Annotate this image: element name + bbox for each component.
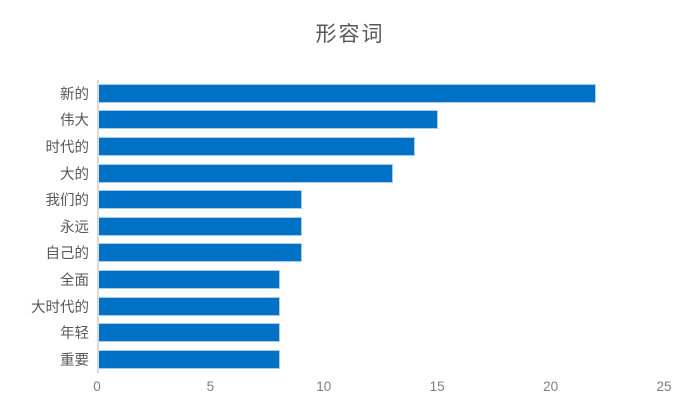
category-label: 大的 bbox=[60, 166, 89, 183]
category-label: 永远 bbox=[60, 219, 89, 236]
x-tick-label: 5 bbox=[206, 378, 215, 394]
bar[interactable] bbox=[99, 83, 597, 103]
x-tick-label: 0 bbox=[93, 378, 101, 394]
category-label: 重要 bbox=[60, 352, 89, 369]
bar-track bbox=[97, 80, 664, 107]
bar-row: 年轻 bbox=[0, 319, 700, 346]
bar-track bbox=[97, 292, 664, 320]
bar-track bbox=[97, 106, 664, 134]
bar[interactable] bbox=[99, 349, 280, 369]
bar-row: 重要 bbox=[0, 345, 700, 373]
bar-track bbox=[97, 319, 664, 346]
category-label: 大时代的 bbox=[31, 299, 89, 316]
bar-track bbox=[97, 266, 664, 293]
x-tick-label: 10 bbox=[316, 378, 332, 394]
plot-area: 新的伟大时代的大的我们的永远自己的全面大时代的年轻重要 0 5 10 15 20 25 bbox=[0, 80, 700, 397]
bar-row: 新的 bbox=[0, 80, 700, 107]
bar-track bbox=[97, 133, 664, 160]
bar[interactable] bbox=[99, 269, 280, 289]
bar[interactable] bbox=[99, 323, 280, 343]
x-tick-label: 15 bbox=[429, 378, 445, 394]
chart-title: 形容词 bbox=[315, 23, 385, 46]
bar[interactable] bbox=[99, 190, 303, 210]
bar-track bbox=[97, 239, 664, 267]
bar-track bbox=[97, 212, 664, 240]
bar[interactable] bbox=[99, 163, 393, 183]
category-label: 时代的 bbox=[45, 139, 90, 156]
category-label: 年轻 bbox=[60, 326, 89, 343]
bar-track bbox=[97, 186, 664, 213]
category-label: 自己的 bbox=[45, 246, 90, 263]
category-label: 我们的 bbox=[45, 193, 90, 210]
bar-row: 永远 bbox=[0, 212, 700, 240]
bar-row: 大时代的 bbox=[0, 292, 700, 320]
x-axis: 0 5 10 15 20 25 bbox=[93, 373, 671, 397]
bar-row: 自己的 bbox=[0, 239, 700, 267]
bar-row: 伟大 bbox=[0, 106, 700, 134]
bar-row: 时代的 bbox=[0, 133, 700, 160]
bar[interactable] bbox=[99, 216, 303, 236]
bar-track bbox=[97, 159, 664, 187]
bar-row: 我们的 bbox=[0, 186, 700, 213]
bar[interactable] bbox=[99, 243, 303, 263]
bar[interactable] bbox=[99, 110, 438, 130]
bar-track bbox=[97, 345, 664, 373]
bar[interactable] bbox=[99, 136, 416, 156]
category-label: 全面 bbox=[60, 272, 89, 289]
x-tick-label: 25 bbox=[656, 378, 672, 394]
bar-row: 全面 bbox=[0, 266, 700, 293]
category-label: 新的 bbox=[60, 86, 89, 103]
bar[interactable] bbox=[99, 296, 280, 316]
bar-rows: 新的伟大时代的大的我们的永远自己的全面大时代的年轻重要 bbox=[0, 80, 700, 373]
category-label: 伟大 bbox=[60, 113, 89, 130]
bar-row: 大的 bbox=[0, 159, 700, 187]
x-tick-label: 20 bbox=[543, 378, 559, 394]
